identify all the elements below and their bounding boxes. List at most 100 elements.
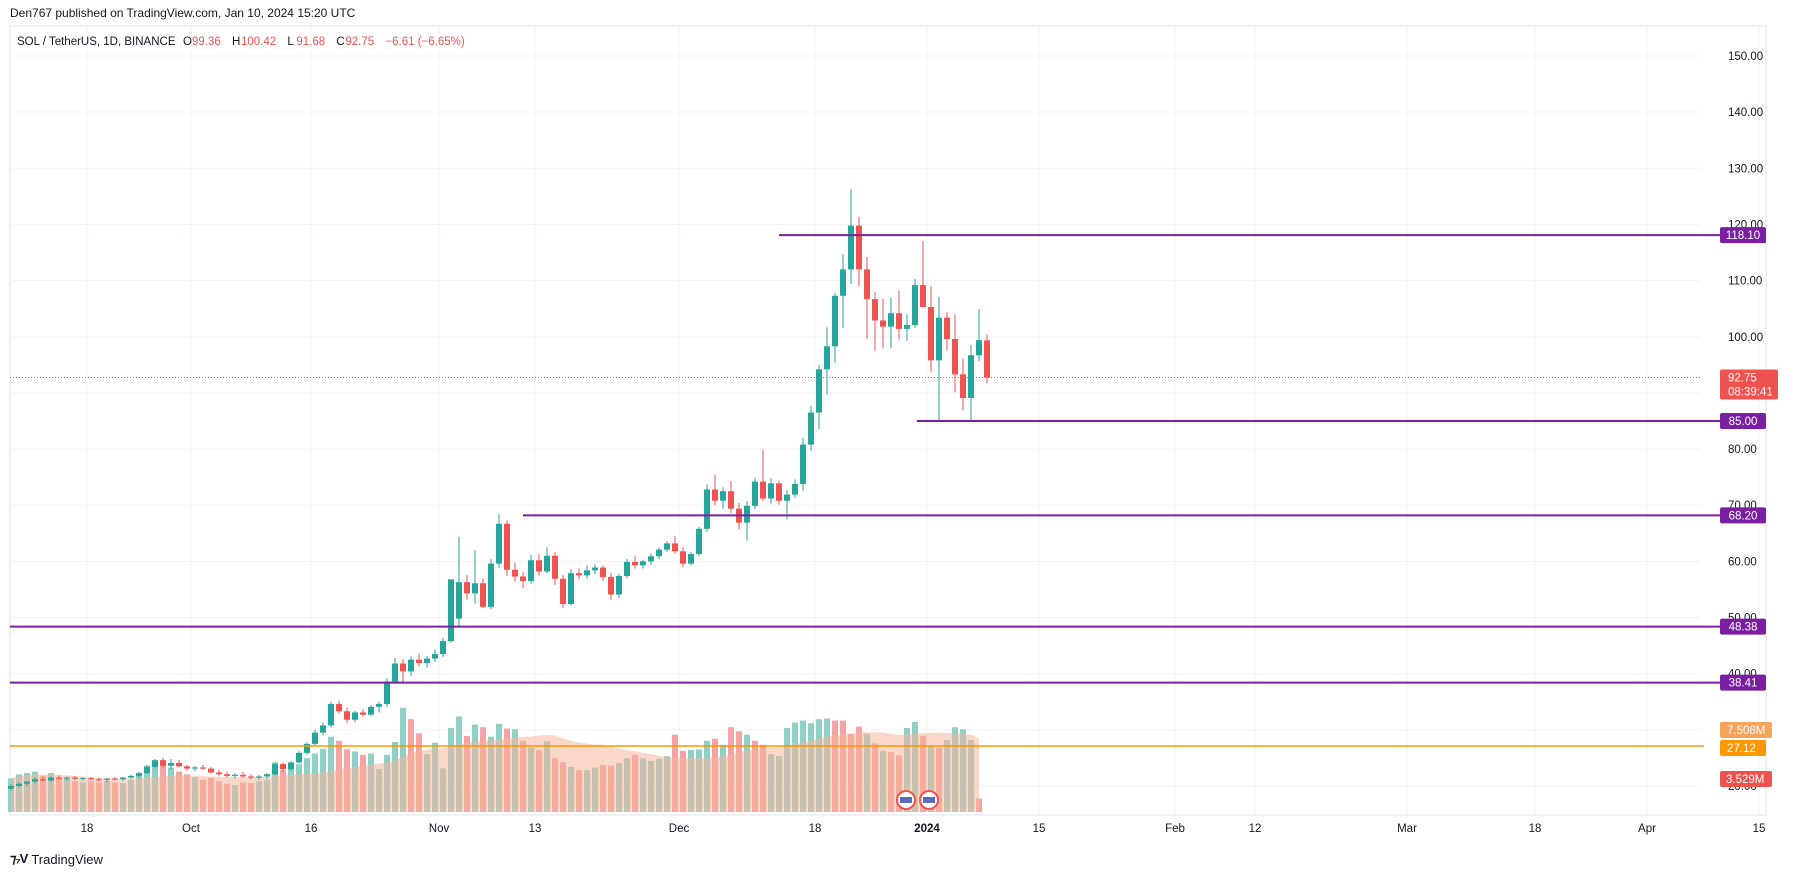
candle-body: [24, 781, 30, 784]
price-tick-label: 140.00: [1728, 107, 1763, 119]
candle-body: [976, 340, 982, 356]
candle-body: [56, 777, 62, 779]
candle-body: [968, 355, 974, 398]
candle-body: [176, 762, 182, 767]
candle-body: [704, 489, 710, 529]
candle-body: [128, 775, 134, 778]
time-tick-label: 12: [1249, 823, 1262, 835]
price-tick-label: 110.00: [1728, 276, 1762, 288]
candle-body: [672, 543, 678, 552]
orange-price-text: 27.12: [1727, 743, 1756, 755]
level-price-text: 38.41: [1729, 678, 1758, 690]
time-tick-label: 2024: [914, 823, 940, 835]
candle-body: [768, 483, 774, 499]
candle-body: [304, 743, 310, 753]
candle-body: [360, 712, 366, 715]
candle-body: [840, 269, 846, 296]
candle-body: [472, 583, 478, 594]
flag-stripe: [923, 797, 935, 803]
candle-body: [864, 269, 870, 300]
candle-body: [784, 494, 790, 501]
candle-body: [728, 491, 734, 509]
candle-body: [336, 704, 342, 712]
candle-body: [40, 779, 46, 781]
footer-brand[interactable]: ⁊₇V TradingView: [10, 851, 103, 867]
candle-body: [456, 582, 462, 619]
candle-body: [64, 777, 70, 779]
candle-body: [608, 577, 614, 595]
candle-body: [168, 762, 174, 766]
candle-body: [328, 704, 334, 726]
candle-body: [896, 313, 902, 329]
time-axis: 18 Oct 16 Nov 13 Dec 18 2024 15 Feb 12 Mar 18 Apr 15: [81, 823, 1766, 835]
candle-body: [344, 711, 350, 720]
candle-body: [400, 663, 406, 672]
candle-body: [112, 778, 118, 780]
candle-body: [720, 491, 726, 501]
published-info: Den767 published on TradingView.com, Jan…: [10, 6, 356, 20]
candle-body: [872, 299, 878, 321]
time-tick-label: Mar: [1397, 823, 1417, 835]
level-price-tag: [1720, 413, 1766, 429]
candle-body: [440, 641, 446, 655]
level-price-tag: [1720, 227, 1766, 244]
candle-body: [584, 570, 590, 576]
candle-body: [184, 766, 190, 769]
ohlc-value: 92.75: [345, 36, 374, 48]
last-price-text: 92.75: [1728, 372, 1757, 384]
candle-body: [280, 764, 286, 770]
symbol-label: SOL / TetherUS, 1D, BINANCE: [17, 36, 176, 48]
candle-body: [488, 563, 494, 607]
candle-body: [264, 774, 270, 777]
volume-text: 3.529M: [1726, 774, 1764, 786]
candle-body: [824, 346, 830, 370]
ohlc-value: 91.68: [296, 36, 325, 48]
volume-ma-area: [11, 731, 979, 812]
volume-ma-fill: [11, 731, 979, 812]
candle-body: [856, 225, 862, 270]
tradingview-logo-icon: ⁊₇V: [10, 851, 28, 866]
candle-body: [80, 778, 86, 780]
candle-body: [640, 561, 646, 566]
candle-body: [712, 489, 718, 501]
candle-body: [920, 285, 926, 308]
candle-body: [664, 543, 670, 550]
ohlc-key: L: [287, 36, 294, 48]
price-tick-label: 80.00: [1728, 444, 1757, 456]
candle-body: [16, 783, 22, 786]
candle-body: [448, 579, 454, 642]
last-price-tag: [1720, 369, 1778, 400]
candle-body: [504, 523, 510, 570]
level-price-tag: [1720, 507, 1766, 524]
ohlc-legend: SOL / TetherUS, 1D, BINANCE O 99.36 H 100.4…: [17, 36, 465, 48]
candle-body: [752, 481, 758, 506]
candle-body: [936, 317, 942, 361]
candle-body: [544, 555, 550, 572]
candle-body: [688, 554, 694, 564]
candle-body: [408, 659, 414, 672]
time-tick-label: Apr: [1638, 823, 1656, 835]
candle-body: [480, 583, 486, 607]
orange-price-tag: [1720, 740, 1766, 757]
countdown-text: 08:39:41: [1728, 386, 1773, 398]
candle-body: [952, 339, 958, 375]
candle-body: [200, 767, 206, 769]
candle-body: [312, 732, 318, 744]
candle-body: [944, 317, 950, 340]
time-tick-label: 18: [809, 823, 822, 835]
candle-body: [904, 324, 910, 329]
candle-body: [376, 704, 382, 707]
candle-body: [888, 313, 894, 327]
candle-body: [600, 567, 606, 578]
candle-body: [96, 779, 102, 781]
candle-body: [368, 706, 374, 715]
volume-tag: [1720, 771, 1772, 787]
candle-body: [104, 778, 110, 780]
level-price-text: 85.00: [1729, 416, 1758, 428]
candle-body: [320, 725, 326, 733]
candle-body: [272, 764, 278, 775]
event-flags: [896, 790, 939, 810]
time-tick-label: Feb: [1165, 823, 1185, 835]
candle-body: [240, 774, 246, 777]
